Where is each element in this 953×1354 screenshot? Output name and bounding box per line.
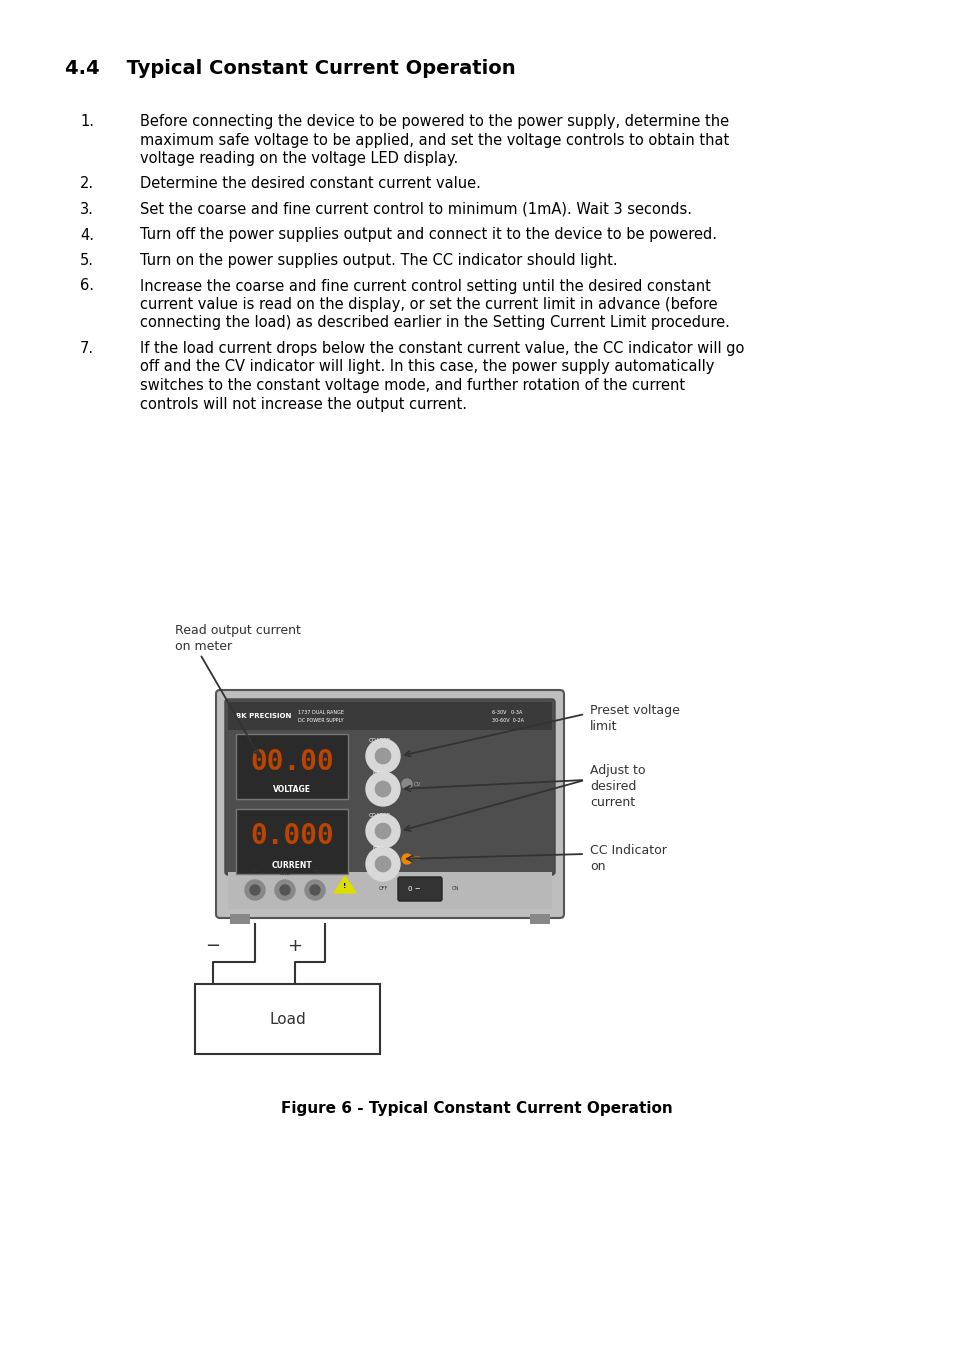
Text: CC Indicator: CC Indicator: [589, 844, 666, 857]
Text: 2.: 2.: [80, 176, 94, 191]
Text: on: on: [589, 860, 605, 873]
Text: maximum safe voltage to be applied, and set the voltage controls to obtain that: maximum safe voltage to be applied, and …: [140, 133, 728, 148]
Text: +: +: [311, 867, 318, 876]
Text: Increase the coarse and fine current control setting until the desired constant: Increase the coarse and fine current con…: [140, 279, 710, 294]
Circle shape: [274, 880, 294, 900]
Polygon shape: [334, 876, 355, 894]
Text: 6-30V   0-3A: 6-30V 0-3A: [492, 711, 522, 715]
Text: ON: ON: [452, 887, 459, 891]
Circle shape: [375, 856, 390, 872]
Text: on meter: on meter: [174, 640, 232, 653]
Circle shape: [366, 814, 399, 848]
Bar: [235, 734, 348, 799]
Text: 5.: 5.: [80, 253, 94, 268]
Circle shape: [250, 886, 260, 895]
Text: Read output current: Read output current: [174, 624, 300, 636]
Text: current: current: [589, 796, 635, 808]
Circle shape: [280, 886, 290, 895]
Text: controls will not increase the output current.: controls will not increase the output cu…: [140, 397, 467, 412]
FancyBboxPatch shape: [215, 691, 563, 918]
Circle shape: [245, 880, 265, 900]
Circle shape: [375, 749, 390, 764]
Text: −: −: [205, 937, 220, 955]
Text: +: +: [287, 937, 302, 955]
Text: FINE: FINE: [373, 770, 385, 776]
Text: off and the CV indicator will light. In this case, the power supply automaticall: off and the CV indicator will light. In …: [140, 360, 714, 375]
Circle shape: [366, 772, 399, 806]
Bar: [228, 872, 552, 909]
Text: current value is read on the display, or set the current limit in advance (befor: current value is read on the display, or…: [140, 297, 717, 311]
Bar: [228, 701, 552, 730]
Circle shape: [310, 886, 319, 895]
Text: 6.: 6.: [80, 279, 94, 294]
Text: FINE: FINE: [373, 846, 385, 852]
Text: If the load current drops below the constant current value, the CC indicator wil: If the load current drops below the cons…: [140, 341, 743, 356]
Text: 7.: 7.: [80, 341, 94, 356]
Text: GND: GND: [279, 871, 291, 876]
Text: 1.: 1.: [80, 114, 94, 129]
Bar: [530, 914, 550, 923]
Circle shape: [401, 854, 412, 864]
Text: connecting the load) as described earlier in the Setting Current Limit procedure: connecting the load) as described earlie…: [140, 315, 729, 330]
Text: !: !: [343, 883, 346, 890]
Text: OFF: OFF: [378, 887, 388, 891]
Text: limit: limit: [589, 720, 617, 733]
Circle shape: [366, 848, 399, 881]
Text: DC POWER SUPPLY: DC POWER SUPPLY: [297, 718, 343, 723]
Circle shape: [366, 739, 399, 773]
Text: voltage reading on the voltage LED display.: voltage reading on the voltage LED displ…: [140, 152, 457, 167]
Text: CV: CV: [414, 781, 421, 787]
Circle shape: [375, 823, 390, 838]
Text: Before connecting the device to be powered to the power supply, determine the: Before connecting the device to be power…: [140, 114, 728, 129]
Text: BK PRECISION: BK PRECISION: [235, 714, 291, 719]
Text: 00.00: 00.00: [250, 747, 334, 776]
Circle shape: [305, 880, 325, 900]
Bar: [230, 914, 250, 923]
Text: switches to the constant voltage mode, and further rotation of the current: switches to the constant voltage mode, a…: [140, 378, 684, 393]
Text: 30-60V  0-2A: 30-60V 0-2A: [492, 718, 523, 723]
Bar: [194, 984, 379, 1053]
Text: Determine the desired constant current value.: Determine the desired constant current v…: [140, 176, 480, 191]
Text: Load: Load: [269, 1011, 306, 1026]
Text: 4.: 4.: [80, 227, 94, 242]
Text: VOLTAGE: VOLTAGE: [273, 785, 311, 795]
Text: Turn on the power supplies output. The CC indicator should light.: Turn on the power supplies output. The C…: [140, 253, 617, 268]
Text: COARSE: COARSE: [369, 738, 391, 743]
Text: Figure 6 - Typical Constant Current Operation: Figure 6 - Typical Constant Current Oper…: [281, 1102, 672, 1117]
Text: 1737 DUAL RANGE: 1737 DUAL RANGE: [297, 711, 344, 715]
Circle shape: [375, 781, 390, 796]
Text: Adjust to: Adjust to: [589, 764, 645, 777]
Text: Preset voltage: Preset voltage: [589, 704, 679, 718]
Text: 4.4    Typical Constant Current Operation: 4.4 Typical Constant Current Operation: [65, 60, 515, 79]
Text: desired: desired: [589, 780, 636, 793]
Text: 3.: 3.: [80, 202, 93, 217]
FancyBboxPatch shape: [225, 699, 555, 875]
Bar: [235, 808, 348, 873]
Text: 0 −: 0 −: [407, 886, 420, 892]
Text: COARSE: COARSE: [369, 812, 391, 818]
Text: Turn off the power supplies output and connect it to the device to be powered.: Turn off the power supplies output and c…: [140, 227, 717, 242]
Text: Set the coarse and fine current control to minimum (1mA). Wait 3 seconds.: Set the coarse and fine current control …: [140, 202, 691, 217]
Text: CURRENT: CURRENT: [272, 861, 312, 869]
Text: −: −: [251, 867, 259, 876]
Circle shape: [401, 779, 412, 789]
FancyBboxPatch shape: [397, 877, 441, 900]
Text: 0.000: 0.000: [250, 822, 334, 850]
Text: CC: CC: [414, 857, 421, 861]
